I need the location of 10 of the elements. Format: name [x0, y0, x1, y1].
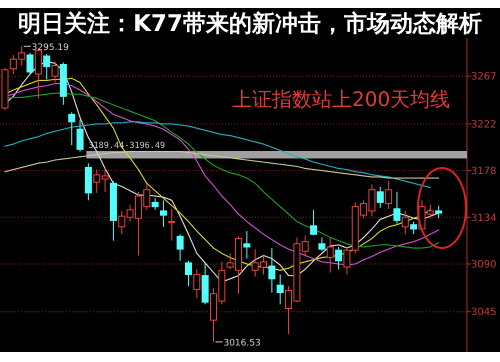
- chart-title: 明日关注：K77带来的新冲击，市场动态解析: [18, 10, 482, 37]
- y-tick-label: 3090: [471, 259, 496, 270]
- annotation: 上证指数站上200天均线: [232, 87, 450, 111]
- y-tick-label: 3222: [471, 119, 496, 130]
- annotation: 3016.53: [223, 338, 261, 348]
- y-tick-label: 3178: [471, 166, 496, 178]
- y-tick-label: 3045: [471, 307, 496, 318]
- y-tick-label: 3134: [471, 212, 496, 224]
- annotation: 3295.19: [32, 42, 70, 53]
- y-tick-label: 3267: [471, 72, 496, 83]
